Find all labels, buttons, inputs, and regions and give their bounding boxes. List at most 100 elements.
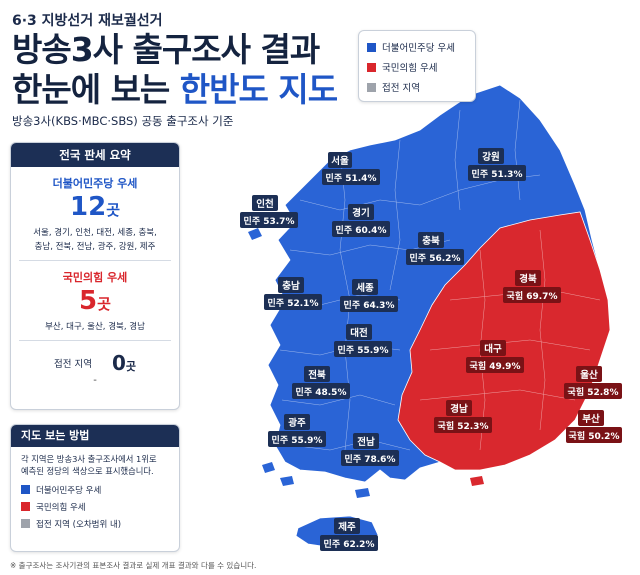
howto-description: 각 지역은 방송3사 출구조사에서 1위로 예측된 정당의 색상으로 표시했습니…	[11, 447, 179, 481]
legend-item-tossup: 접전 지역	[367, 77, 467, 97]
region-name-box	[353, 433, 379, 449]
summary-ppp-section: 국민의힘 우세 5곳 부산, 대구, 울산, 경북, 경남	[11, 261, 179, 340]
legend-label: 국민의힘 우세	[382, 63, 438, 74]
region-label-ulsan: 울산 국힘 52.8%	[564, 366, 622, 399]
region-label-sejong: 세종 민주 64.3%	[340, 279, 398, 312]
legend-swatch-tossup	[367, 82, 376, 92]
region-name: 제주	[338, 521, 356, 533]
howto-item-ppp: 국민의힘 우세	[11, 498, 179, 515]
region-value-box	[341, 450, 399, 466]
summary-tossup-section: 접전 지역 0곳	[11, 341, 179, 375]
region-value: 국힘 49.9%	[470, 360, 521, 372]
howto-desc-line: 예측된 정당의 색상으로 표시했습니다.	[21, 466, 154, 476]
legend-swatch-ppp	[367, 62, 376, 72]
region-value-box	[334, 341, 392, 357]
howto-item-tossup: 접전 지역 (오차범위 내)	[11, 515, 179, 532]
region-value: 민주 55.9%	[338, 344, 389, 356]
summary-ppp-regions: 부산, 대구, 울산, 경북, 경남	[45, 322, 145, 332]
region-name: 울산	[580, 369, 598, 381]
map-legend: 더불어민주당 우세 국민의힘 우세 접전 지역	[358, 30, 476, 102]
howto-swatch-tossup	[21, 519, 30, 528]
region-name-box	[576, 366, 602, 382]
region-value-box	[564, 383, 622, 399]
region-label-incheon: 인천 민주 53.7%	[240, 195, 298, 228]
summary-ppp-label: 국민의힘 우세	[62, 271, 128, 284]
howto-swatch-ppp	[21, 502, 30, 511]
title-line-2-prefix: 한눈에 보는	[12, 70, 180, 109]
region-label-gyeongnam: 경남 국힘 52.3%	[434, 400, 492, 433]
region-name: 인천	[256, 199, 273, 210]
divider	[19, 340, 171, 341]
summary-panel: 전국 판세 요약 더불어민주당 우세 12곳 서울, 경기, 인천, 대전, 세…	[10, 142, 180, 410]
howto-item-label: 접전 지역 (오차범위 내)	[36, 519, 122, 530]
region-label-daejeon: 대전 민주 55.9%	[334, 324, 392, 357]
region-value-box	[264, 294, 322, 310]
region-name-box	[352, 279, 378, 295]
region-name-box	[334, 518, 360, 534]
summary-dem-regions-line: 서울, 경기, 인천, 대전, 세종, 충북,	[33, 228, 157, 238]
region-label-jeju: 제주 민주 62.2%	[320, 518, 378, 551]
region-value: 민주 51.4%	[326, 172, 377, 184]
region-label-jeonbuk: 전북 민주 48.5%	[292, 366, 350, 399]
howto-item-label: 국민의힘 우세	[36, 502, 86, 513]
region-name: 광주	[288, 417, 306, 429]
region-label-gangwon: 강원 민주 51.3%	[468, 148, 526, 181]
region-label-chungbuk: 충북 민주 56.2%	[406, 232, 464, 265]
region-value: 민주 64.3%	[344, 299, 395, 311]
region-name: 강원	[482, 151, 499, 163]
map-island-sw-2	[280, 476, 294, 486]
region-value: 민주 60.4%	[336, 224, 387, 236]
region-label-gyeongbuk: 경북 국힘 69.7%	[503, 270, 561, 303]
title-line-2: 한눈에 보는 한반도 지도	[12, 70, 338, 110]
legend-label: 접전 지역	[382, 83, 420, 94]
region-value: 민주 78.6%	[345, 453, 396, 465]
summary-ppp-count: 5곳	[17, 285, 173, 320]
region-value: 민주 48.5%	[296, 386, 347, 398]
summary-tossup-count: 0곳	[112, 351, 136, 375]
region-name-box	[252, 195, 278, 211]
summary-dem-section: 더불어민주당 우세 12곳 서울, 경기, 인천, 대전, 세종, 충북, 충남…	[11, 167, 179, 260]
region-name: 경남	[450, 403, 468, 415]
region-value-box	[466, 357, 524, 373]
region-value-box	[268, 431, 326, 447]
summary-tossup-label: 접전 지역	[53, 359, 92, 370]
legend-item-dem: 더불어민주당 우세	[367, 37, 467, 57]
region-value-box	[468, 165, 526, 181]
region-label-daegu: 대구 국힘 49.9%	[466, 340, 524, 373]
region-name: 대구	[484, 343, 502, 355]
footnote: ※ 출구조사는 조사기관의 표본조사 결과로 실제 개표 결과와 다를 수 있습…	[10, 561, 257, 570]
region-value: 민주 56.2%	[410, 252, 461, 264]
region-label-jeonnam: 전남 민주 78.6%	[341, 433, 399, 466]
howto-desc-line: 각 지역은 방송3사 출구조사에서 1위로	[21, 454, 157, 464]
region-name-box	[478, 148, 504, 164]
region-name-box	[348, 204, 374, 220]
howto-swatch-dem	[21, 485, 30, 494]
region-label-busan: 부산 국힘 50.2%	[566, 410, 622, 443]
summary-ppp-unit: 곳	[97, 295, 111, 313]
region-name: 부산	[582, 413, 600, 425]
howto-panel: 지도 보는 방법 각 지역은 방송3사 출구조사에서 1위로 예측된 정당의 색…	[10, 424, 180, 552]
region-value-box	[434, 417, 492, 433]
summary-tossup-number: 0	[111, 351, 126, 375]
region-value: 민주 51.3%	[472, 168, 523, 180]
region-value: 국힘 69.7%	[507, 290, 558, 302]
page-title: 방송3사 출구조사 결과 한눈에 보는 한반도 지도	[12, 30, 338, 110]
region-name-box	[480, 340, 506, 356]
region-name: 충남	[282, 280, 300, 292]
region-name-box	[515, 270, 541, 286]
region-label-seoul: 서울 민주 51.4%	[322, 152, 380, 185]
region-value-box	[340, 296, 398, 312]
region-name: 경북	[519, 273, 537, 285]
region-name-box	[284, 414, 310, 430]
region-value: 국힘 50.2%	[569, 430, 620, 442]
region-value-box	[320, 535, 378, 551]
region-value: 민주 52.1%	[268, 297, 319, 309]
summary-ppp-number: 5	[79, 286, 98, 316]
region-value-box	[503, 287, 561, 303]
summary-dem-count: 12곳	[17, 191, 173, 226]
region-name: 서울	[331, 155, 349, 167]
region-value: 민주 53.7%	[244, 215, 295, 227]
summary-dem-label: 더불어민주당 우세	[52, 177, 138, 190]
region-value-box	[240, 212, 298, 228]
